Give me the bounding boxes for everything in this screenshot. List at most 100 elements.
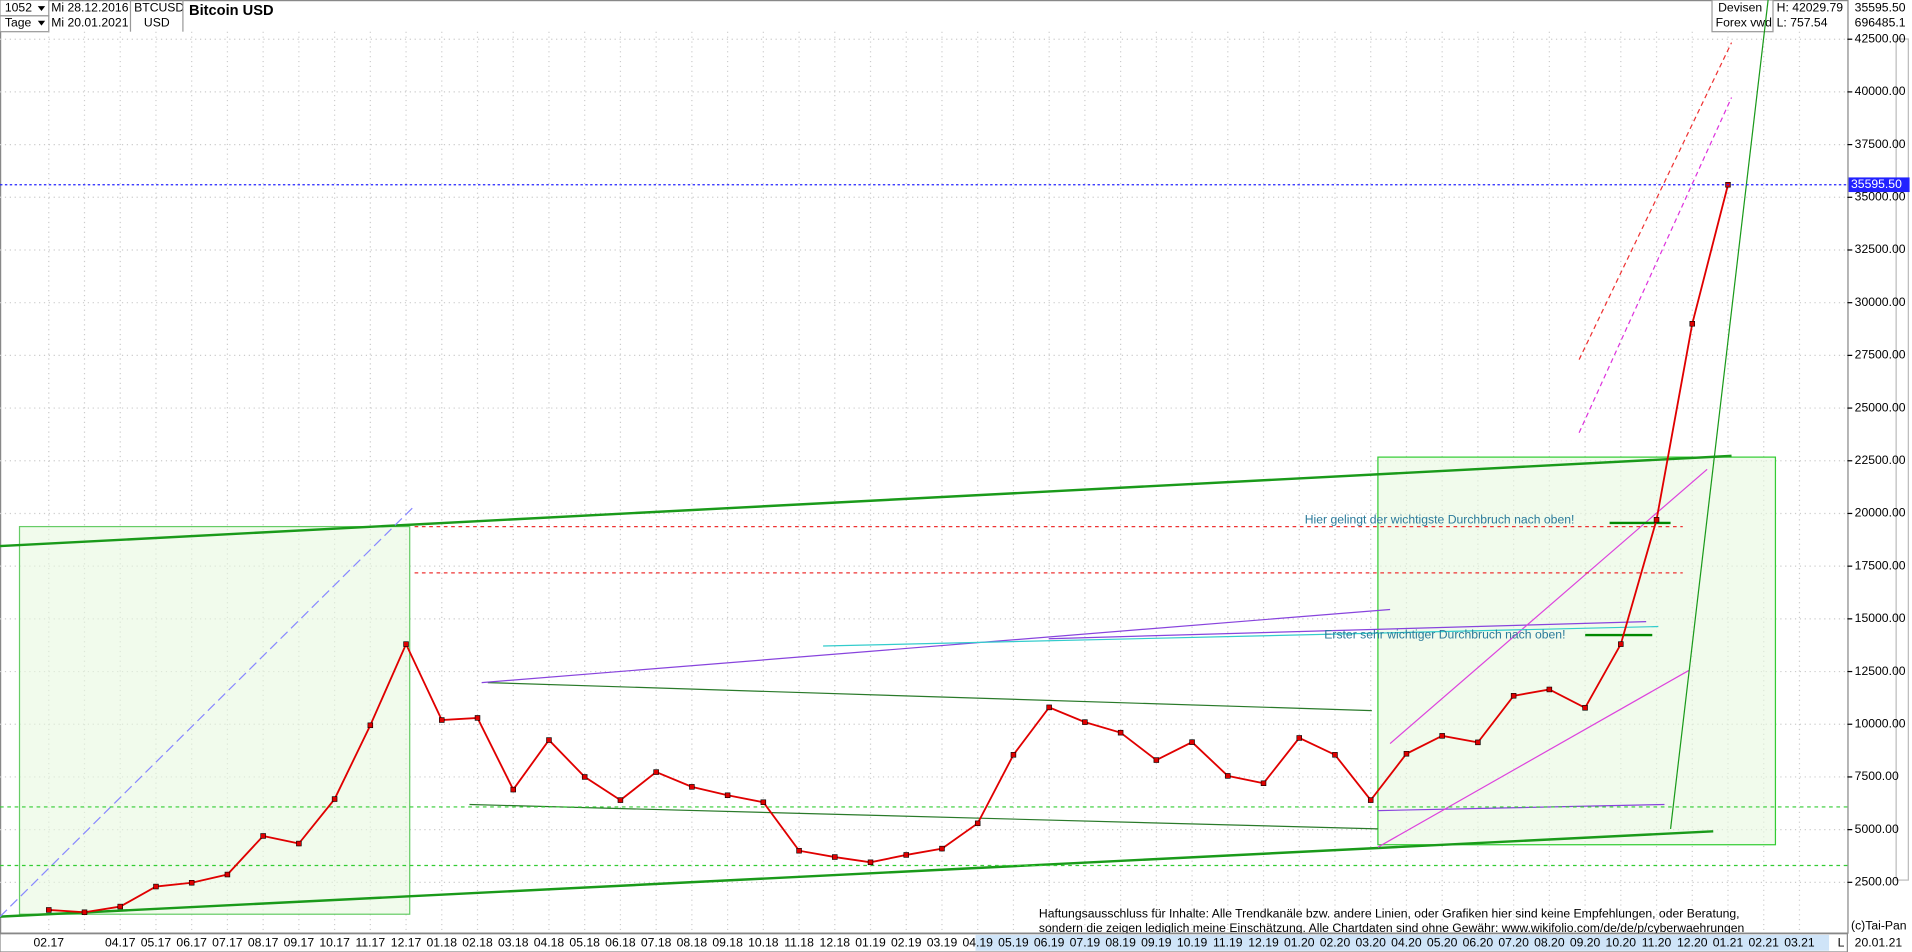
market: Devisen <box>1718 1 1762 15</box>
y-tick-label: 10000.00 <box>1855 716 1906 730</box>
candle <box>1403 751 1410 757</box>
candle <box>1510 693 1517 699</box>
x-tick-label: 07.20 <box>1498 936 1529 950</box>
candle <box>903 852 909 858</box>
x-tick-label: 12.20 <box>1677 936 1708 950</box>
x-tick-label: 01.21 <box>1713 936 1744 950</box>
x-tick-label: 04.17 <box>105 936 136 950</box>
y-tick-label: 20000.00 <box>1855 506 1906 520</box>
candle <box>1189 739 1195 745</box>
dropdown-icon <box>37 6 46 11</box>
x-tick-label: 04.18 <box>534 936 565 950</box>
zone <box>18 525 411 915</box>
trendline <box>0 454 1732 548</box>
currency: USD <box>144 15 170 29</box>
period: Tage <box>5 15 32 29</box>
y-tick-label: 35000.00 <box>1855 190 1906 204</box>
x-tick-label: 10.19 <box>1177 936 1208 950</box>
candle <box>153 883 159 890</box>
symbol: BTCUSD <box>134 1 184 15</box>
x-tick-label: 02.18 <box>462 936 493 950</box>
current-price-box <box>1848 177 1910 193</box>
y-tick-label: 5000.00 <box>1855 822 1899 836</box>
candle <box>1296 735 1303 741</box>
chart-title: Bitcoin USD <box>189 3 274 19</box>
candle <box>46 907 52 913</box>
candle <box>724 792 731 799</box>
candle <box>1117 729 1124 736</box>
trendline <box>481 608 1391 684</box>
candle <box>224 871 231 878</box>
candle <box>832 854 838 860</box>
trendline <box>1377 803 1665 812</box>
trendline <box>1377 669 1690 848</box>
candle <box>81 909 88 916</box>
disclaimer: sondern die zeigen lediglich meine Einsc… <box>1039 921 1744 935</box>
annotation: Erster sehr wichtiger Durchbruch nach ob… <box>1324 627 1565 641</box>
trendline <box>1578 97 1733 433</box>
x-tick-label: 07.17 <box>212 936 243 950</box>
candle <box>939 845 945 852</box>
candle <box>474 715 481 721</box>
candle <box>296 840 302 847</box>
candle <box>1082 719 1088 725</box>
candle <box>260 833 266 839</box>
x-tick-label: 01.18 <box>427 936 458 950</box>
x-tick-label: 09.17 <box>284 936 315 950</box>
low: L: 757.54 <box>1777 15 1828 29</box>
y-tick-label: 2500.00 <box>1855 875 1899 889</box>
zone <box>1377 456 1777 846</box>
x-tick-label: 02.20 <box>1320 936 1351 950</box>
source: Forex vwd <box>1716 15 1772 29</box>
y-tick-label: 40000.00 <box>1855 84 1906 98</box>
x-tick-label: 04.19 <box>962 936 993 950</box>
x-tick-label: 05.18 <box>569 936 600 950</box>
count: 1052 <box>5 1 32 15</box>
candle <box>510 786 516 793</box>
axis-mode[interactable]: L <box>1838 936 1845 950</box>
candle <box>117 903 123 910</box>
x-tick-label: 06.17 <box>176 936 207 950</box>
x-tick-label: 08.17 <box>248 936 279 950</box>
candle <box>974 820 981 827</box>
disclaimer: Haftungsausschluss für Inhalte: Alle Tre… <box>1039 906 1740 920</box>
x-tick-label: 03.20 <box>1355 936 1386 950</box>
last: 35595.50 <box>1855 1 1906 15</box>
y-tick-label: 25000.00 <box>1855 400 1906 414</box>
x-tick-label: 08.20 <box>1534 936 1565 950</box>
candle <box>1546 686 1553 693</box>
x-tick-label: 11.18 <box>784 936 814 950</box>
x-axis-highlight <box>975 934 1830 951</box>
candle <box>1153 757 1160 763</box>
period-box[interactable] <box>0 15 50 33</box>
x-tick-label: 02.17 <box>34 936 65 950</box>
x-tick-label: 08.18 <box>677 936 708 950</box>
market-box <box>1711 0 1774 33</box>
trendline <box>823 625 1659 647</box>
dropdown-icon <box>37 20 46 26</box>
y-tick-label: 27500.00 <box>1855 348 1906 362</box>
end-date: Mi 20.01.2021 <box>51 15 128 29</box>
candle <box>689 784 695 790</box>
x-tick-label: 12.19 <box>1248 936 1279 950</box>
candle <box>1367 797 1374 803</box>
candle <box>1475 739 1481 746</box>
scrollbar[interactable] <box>1895 38 1909 881</box>
x-tick-label: 08.19 <box>1105 936 1136 950</box>
high: H: 42029.79 <box>1777 1 1844 15</box>
x-tick-label: 11.19 <box>1213 936 1243 950</box>
candle <box>439 717 445 723</box>
y-tick-label: 30000.00 <box>1855 295 1906 309</box>
candle <box>367 722 374 729</box>
candle <box>760 799 767 805</box>
candle <box>546 737 552 743</box>
x-tick-label: 03.18 <box>498 936 529 950</box>
x-tick-label: 06.19 <box>1034 936 1065 950</box>
y-tick-label: 15000.00 <box>1855 611 1906 625</box>
y-tick-label: 17500.00 <box>1855 558 1906 572</box>
x-tick-label: 11.17 <box>356 936 386 950</box>
candle <box>1260 780 1267 787</box>
annotation: Hier gelingt der wichtigste Durchbruch n… <box>1305 513 1575 527</box>
